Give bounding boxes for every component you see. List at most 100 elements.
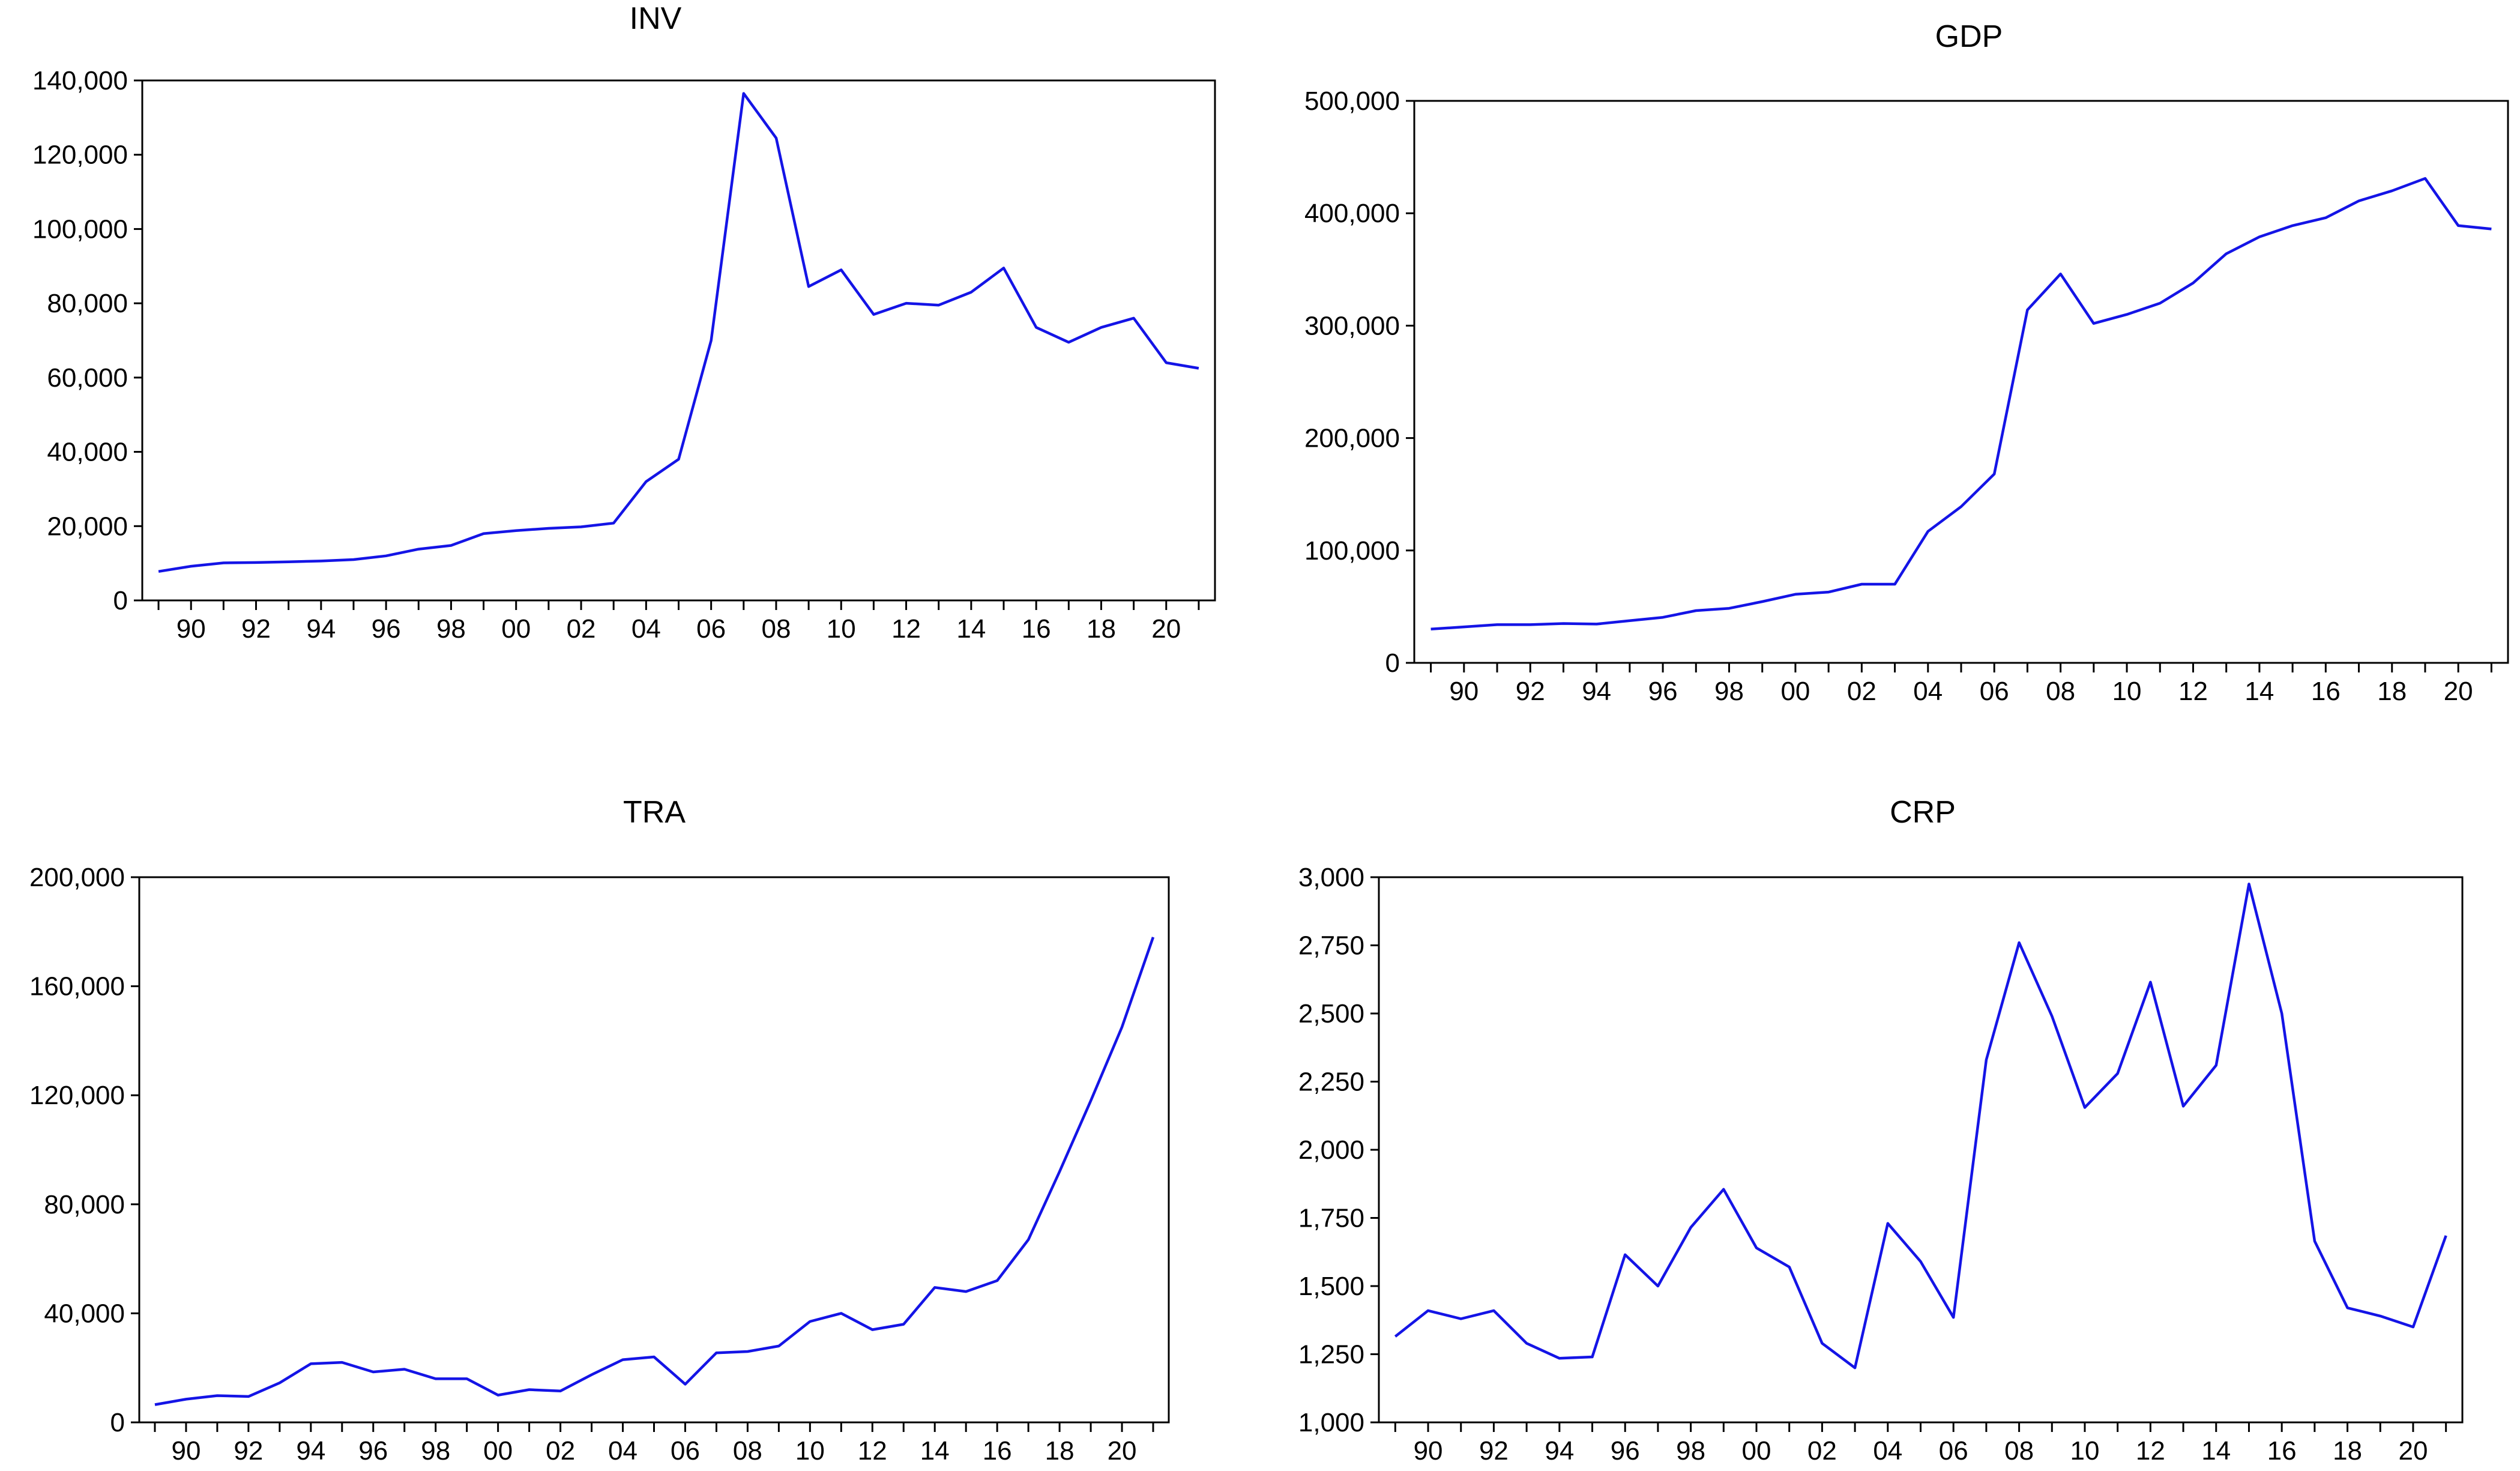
x-tick-label: 20 bbox=[2444, 677, 2473, 706]
y-tick-label: 400,000 bbox=[1304, 199, 1400, 228]
x-tick-label: 18 bbox=[1087, 614, 1116, 644]
x-tick-label: 14 bbox=[920, 1436, 950, 1466]
x-tick-label: 98 bbox=[421, 1436, 450, 1466]
x-axis: 90 92 94 96 98 00 02 04 06 08 10 12 14 16 18 20 bbox=[1430, 663, 2492, 706]
x-tick-label: 96 bbox=[1648, 677, 1678, 706]
x-axis: 90 92 94 96 98 00 02 04 06 08 10 12 14 16 18 20 bbox=[154, 1422, 1154, 1466]
y-axis: 0 40,000 80,000 120,000 160,000 200,000 bbox=[29, 863, 139, 1437]
y-tick-label: 40,000 bbox=[47, 438, 128, 467]
x-tick-label: 18 bbox=[2377, 677, 2407, 706]
x-tick-label: 20 bbox=[1108, 1436, 1137, 1466]
y-axis: 0 100,000 200,000 300,000 400,000 500,000 bbox=[1304, 86, 1414, 678]
x-tick-label: 92 bbox=[1479, 1436, 1509, 1466]
x-tick-label: 94 bbox=[306, 614, 336, 644]
series-line-gdp bbox=[1430, 177, 2492, 631]
y-tick-label: 1,500 bbox=[1298, 1272, 1364, 1301]
x-tick-label: 02 bbox=[1847, 677, 1876, 706]
y-tick-label: 200,000 bbox=[29, 863, 125, 892]
plot-frame bbox=[138, 876, 1170, 1424]
y-tick-label: 200,000 bbox=[1304, 424, 1400, 453]
plot-frame bbox=[141, 79, 1216, 602]
x-tick-label: 18 bbox=[2333, 1436, 2362, 1466]
series-line-inv bbox=[158, 92, 1199, 573]
plot-frame bbox=[1378, 876, 2464, 1424]
y-tick-label: 120,000 bbox=[32, 140, 128, 170]
series-layer bbox=[158, 92, 1199, 573]
x-tick-label: 94 bbox=[296, 1436, 325, 1466]
series-line-tra bbox=[154, 937, 1155, 1406]
x-tick-label: 90 bbox=[1414, 1436, 1443, 1466]
x-tick-label: 00 bbox=[1742, 1436, 1771, 1466]
x-tick-label: 04 bbox=[1913, 677, 1943, 706]
x-tick-label: 12 bbox=[2178, 677, 2208, 706]
x-tick-label: 02 bbox=[567, 614, 596, 644]
x-tick-label: 98 bbox=[1676, 1436, 1705, 1466]
chart-title: INV bbox=[630, 1, 682, 36]
x-tick-label: 20 bbox=[1151, 614, 1181, 644]
x-axis: 90 92 94 96 98 00 02 04 06 08 10 12 14 16 18 20 bbox=[1394, 1422, 2447, 1466]
inv-chart-panel: INV 0 20,000 40,000 60,000 80,000 100,000 120,… bbox=[32, 1, 1216, 644]
x-tick-label: 08 bbox=[761, 614, 791, 644]
chart-title: TRA bbox=[623, 795, 686, 830]
x-tick-label: 06 bbox=[696, 614, 726, 644]
y-tick-label: 20,000 bbox=[47, 512, 128, 541]
y-tick-label: 120,000 bbox=[29, 1081, 125, 1110]
x-tick-label: 98 bbox=[436, 614, 466, 644]
x-tick-label: 14 bbox=[2244, 677, 2274, 706]
crp-chart-panel: CRP 1,000 1,250 1,500 1,750 2,000 2,250 2,500 2… bbox=[1298, 795, 2464, 1466]
x-tick-label: 02 bbox=[546, 1436, 575, 1466]
y-tick-label: 80,000 bbox=[44, 1190, 125, 1219]
x-tick-label: 14 bbox=[2201, 1436, 2231, 1466]
plot-frame bbox=[1413, 100, 2509, 664]
y-tick-label: 2,250 bbox=[1298, 1068, 1364, 1097]
x-tick-label: 14 bbox=[956, 614, 986, 644]
x-tick-label: 04 bbox=[608, 1436, 638, 1466]
y-tick-label: 500,000 bbox=[1304, 86, 1400, 116]
x-tick-label: 94 bbox=[1582, 677, 1611, 706]
tra-chart-panel: TRA 0 40,000 80,000 120,000 160,000 200,000 9… bbox=[29, 795, 1170, 1466]
series-layer bbox=[1430, 177, 2492, 631]
y-tick-label: 2,750 bbox=[1298, 931, 1364, 961]
y-axis: 1,000 1,250 1,500 1,750 2,000 2,250 2,500 2,750… bbox=[1298, 863, 1379, 1437]
y-tick-label: 100,000 bbox=[32, 214, 128, 244]
x-tick-label: 12 bbox=[2136, 1436, 2165, 1466]
x-tick-label: 08 bbox=[733, 1436, 762, 1466]
y-tick-label: 1,250 bbox=[1298, 1340, 1364, 1370]
x-tick-label: 06 bbox=[1939, 1436, 1968, 1466]
y-tick-label: 1,000 bbox=[1298, 1408, 1364, 1437]
x-tick-label: 90 bbox=[176, 614, 206, 644]
x-tick-label: 16 bbox=[983, 1436, 1012, 1466]
x-tick-label: 10 bbox=[795, 1436, 825, 1466]
x-tick-label: 12 bbox=[858, 1436, 887, 1466]
x-tick-label: 00 bbox=[1780, 677, 1810, 706]
x-tick-label: 16 bbox=[1022, 614, 1051, 644]
x-tick-label: 18 bbox=[1045, 1436, 1075, 1466]
x-tick-label: 92 bbox=[241, 614, 271, 644]
x-tick-label: 10 bbox=[827, 614, 856, 644]
x-axis: 90 92 94 96 98 00 02 04 06 08 10 12 14 16 18 20 bbox=[157, 600, 1200, 644]
y-tick-label: 1,750 bbox=[1298, 1204, 1364, 1233]
y-tick-label: 100,000 bbox=[1304, 536, 1400, 566]
x-tick-label: 92 bbox=[234, 1436, 263, 1466]
x-tick-label: 90 bbox=[171, 1436, 200, 1466]
x-tick-label: 92 bbox=[1516, 677, 1545, 706]
y-tick-label: 3,000 bbox=[1298, 863, 1364, 892]
x-tick-label: 96 bbox=[358, 1436, 388, 1466]
gdp-chart-panel: GDP 0 100,000 200,000 300,000 400,000 500,000… bbox=[1304, 19, 2509, 706]
x-tick-label: 16 bbox=[2311, 677, 2341, 706]
x-tick-label: 00 bbox=[501, 614, 531, 644]
y-tick-label: 300,000 bbox=[1304, 311, 1400, 340]
x-tick-label: 96 bbox=[372, 614, 401, 644]
x-tick-label: 96 bbox=[1611, 1436, 1640, 1466]
y-tick-label: 0 bbox=[1385, 648, 1400, 678]
x-tick-label: 98 bbox=[1714, 677, 1744, 706]
x-tick-label: 10 bbox=[2070, 1436, 2100, 1466]
x-tick-label: 16 bbox=[2267, 1436, 2297, 1466]
x-tick-label: 08 bbox=[2046, 677, 2075, 706]
y-tick-label: 0 bbox=[110, 1408, 125, 1437]
y-tick-label: 2,500 bbox=[1298, 999, 1364, 1028]
x-tick-label: 10 bbox=[2112, 677, 2142, 706]
series-layer bbox=[1394, 883, 2447, 1370]
x-tick-label: 94 bbox=[1545, 1436, 1574, 1466]
